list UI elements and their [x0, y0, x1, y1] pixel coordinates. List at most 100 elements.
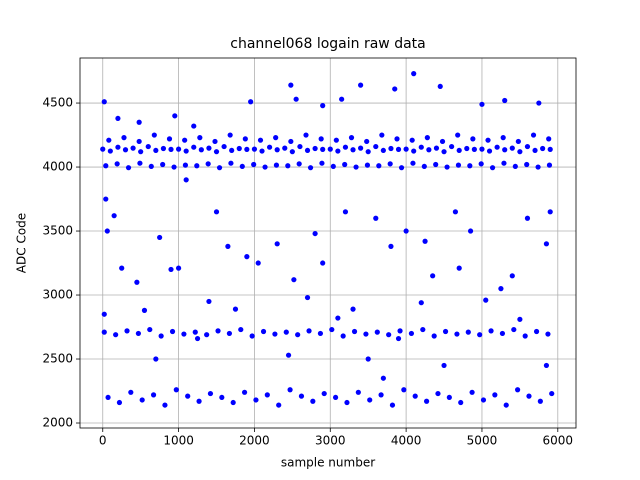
- point: [435, 390, 441, 397]
- point: [339, 96, 345, 102]
- point: [515, 387, 521, 393]
- point: [467, 228, 474, 234]
- point: [192, 329, 198, 335]
- point: [320, 146, 326, 152]
- point: [535, 164, 541, 170]
- point: [540, 145, 546, 152]
- point: [115, 144, 121, 150]
- point: [198, 147, 204, 153]
- point: [411, 71, 417, 77]
- point: [213, 149, 220, 155]
- point: [364, 138, 370, 145]
- y-tick-label: 3500: [42, 224, 73, 238]
- point: [350, 306, 356, 312]
- point: [479, 101, 485, 107]
- point: [317, 330, 324, 337]
- point: [452, 209, 459, 215]
- point: [307, 165, 314, 171]
- point: [267, 144, 273, 150]
- point: [251, 161, 257, 168]
- point: [344, 399, 350, 406]
- point: [169, 328, 176, 335]
- point: [444, 164, 450, 170]
- point: [442, 328, 449, 335]
- point: [426, 147, 432, 153]
- point: [248, 99, 254, 105]
- point: [306, 328, 312, 334]
- point: [130, 145, 136, 151]
- point: [183, 148, 189, 154]
- point: [128, 389, 134, 395]
- point: [241, 389, 248, 395]
- point: [446, 394, 452, 401]
- point: [185, 393, 191, 399]
- point: [470, 136, 476, 142]
- point: [364, 162, 371, 168]
- point: [101, 311, 107, 317]
- point: [511, 326, 517, 333]
- point: [147, 326, 153, 333]
- point: [274, 147, 280, 153]
- x-tick-label: 5000: [467, 434, 498, 448]
- point: [365, 356, 371, 362]
- point: [433, 161, 439, 168]
- point: [304, 294, 311, 301]
- point: [288, 82, 294, 88]
- x-tick-label: 3000: [315, 434, 346, 448]
- point: [365, 149, 371, 155]
- point: [477, 332, 483, 338]
- point: [228, 160, 234, 166]
- point: [216, 165, 223, 171]
- point: [423, 398, 430, 404]
- point: [469, 389, 475, 395]
- point: [494, 144, 500, 150]
- y-tick-label: 2000: [42, 416, 73, 430]
- point: [312, 230, 318, 237]
- point: [205, 161, 211, 167]
- point: [380, 375, 386, 381]
- point: [227, 132, 233, 138]
- point: [273, 162, 280, 168]
- point: [437, 83, 443, 90]
- point: [424, 135, 430, 141]
- point: [329, 326, 335, 333]
- point: [410, 160, 416, 166]
- point: [367, 397, 373, 403]
- y-axis-label: ADC Code: [15, 213, 29, 273]
- point: [388, 145, 394, 152]
- point: [376, 163, 382, 169]
- point: [114, 161, 120, 167]
- x-tick-label: 4000: [391, 434, 422, 448]
- point: [411, 148, 417, 154]
- point: [262, 164, 268, 170]
- point: [480, 397, 487, 403]
- point: [320, 260, 326, 266]
- point: [212, 138, 218, 145]
- point: [273, 135, 279, 141]
- point: [492, 392, 498, 398]
- point: [479, 146, 485, 152]
- point: [230, 399, 236, 406]
- point: [285, 163, 291, 169]
- point: [100, 146, 106, 152]
- point: [157, 234, 163, 241]
- point: [421, 163, 427, 170]
- point: [134, 279, 140, 285]
- point: [498, 286, 504, 292]
- point: [145, 143, 151, 150]
- point: [113, 332, 119, 338]
- point: [455, 162, 462, 168]
- point: [166, 136, 173, 142]
- point: [546, 162, 553, 168]
- point: [388, 243, 394, 249]
- point: [489, 165, 496, 171]
- point: [251, 146, 258, 152]
- point: [229, 147, 235, 154]
- point: [403, 146, 409, 152]
- point: [342, 209, 349, 215]
- point: [335, 315, 341, 321]
- point: [543, 362, 550, 369]
- point: [342, 144, 349, 150]
- point: [499, 330, 506, 337]
- point: [242, 136, 248, 142]
